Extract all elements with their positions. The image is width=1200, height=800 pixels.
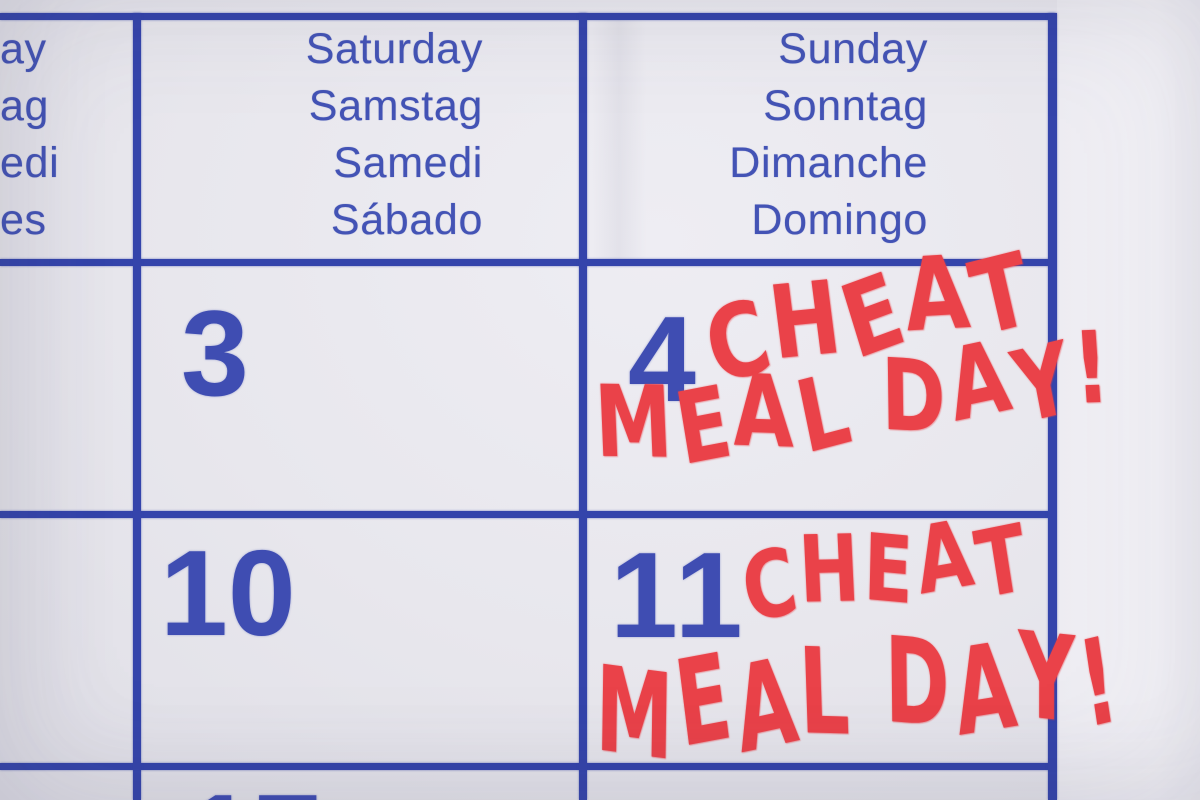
day-name-german: Samstag [308, 82, 483, 130]
day-name-french: Dimanche [729, 139, 928, 187]
handwritten-note-day11-line1: CHEAT [734, 498, 1037, 645]
grid-line-header-bottom [0, 259, 1055, 266]
day-header-sunday: Sunday Sonntag Dimanche Domingo [588, 21, 928, 249]
date-number-3: 3 [181, 285, 249, 421]
day-name-german: Sonntag [763, 82, 928, 130]
date-number-4: 4 [628, 291, 696, 427]
date-number-18-partial: 18 [650, 788, 786, 800]
day-name-fragment-german: ag [0, 82, 50, 130]
date-number-10: 10 [160, 525, 296, 661]
grid-line-week2-bottom [0, 763, 1055, 770]
day-name-english: Sunday [778, 25, 928, 73]
day-header-saturday: Saturday Samstag Samedi Sábado [143, 21, 483, 249]
day-name-fragment-english: ay [0, 25, 47, 73]
paper-margin-right [1057, 0, 1200, 800]
grid-line-friday-saturday [133, 13, 141, 800]
day-name-english: Saturday [305, 25, 483, 73]
grid-line-week1-bottom [0, 511, 1055, 518]
day-header-friday-truncated: ay ag edi es [0, 21, 60, 249]
date-number-17-partial: 17 [186, 776, 322, 800]
grid-line-top [0, 13, 1055, 20]
day-name-spanish: Sábado [330, 196, 483, 244]
day-name-spanish: Domingo [751, 196, 928, 244]
day-name-fragment-spanish: es [0, 196, 47, 244]
day-name-fragment-french: edi [0, 139, 60, 187]
grid-line-right-edge [1048, 13, 1057, 800]
grid-line-saturday-sunday [579, 13, 587, 800]
day-name-french: Samedi [333, 139, 483, 187]
date-number-11: 11 [610, 527, 747, 663]
handwritten-note-day11-line2: MEAL DAY! [594, 606, 1129, 789]
paper-crease [592, 13, 646, 261]
